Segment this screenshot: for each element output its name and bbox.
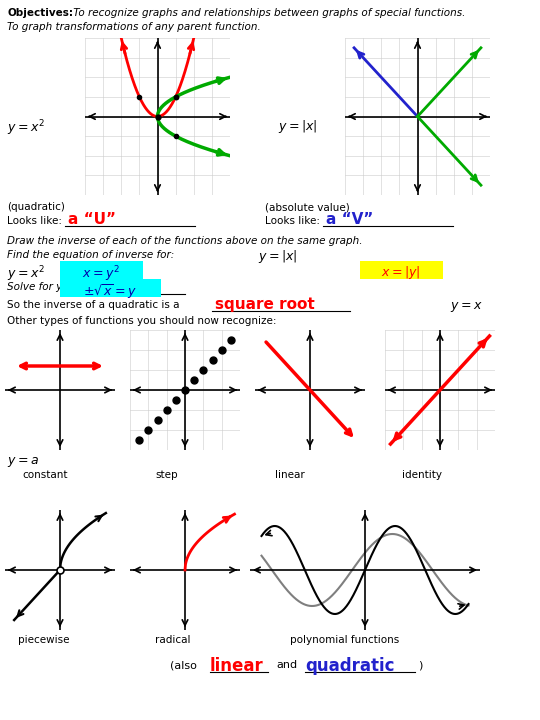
Text: and: and: [276, 660, 297, 670]
Text: $\pm\sqrt{x} = y$: $\pm\sqrt{x} = y$: [83, 282, 137, 301]
Text: a “U”: a “U”: [68, 212, 116, 227]
Text: $x = y^2$: $x = y^2$: [82, 264, 120, 284]
Text: $x = |y|$: $x = |y|$: [381, 264, 421, 281]
Text: quadratic: quadratic: [305, 657, 395, 675]
FancyBboxPatch shape: [59, 261, 143, 279]
Text: linear: linear: [210, 657, 264, 675]
Text: a “V”: a “V”: [326, 212, 373, 227]
Text: (absolute value): (absolute value): [265, 202, 350, 212]
Text: Other types of functions you should now recognize:: Other types of functions you should now …: [7, 316, 276, 326]
Text: constant: constant: [22, 470, 68, 480]
Text: polynomial functions: polynomial functions: [290, 635, 399, 645]
FancyBboxPatch shape: [59, 279, 160, 297]
Text: Looks like:: Looks like:: [7, 216, 62, 226]
Text: $y = x$: $y = x$: [450, 300, 483, 314]
Text: identity: identity: [402, 470, 442, 480]
Text: linear: linear: [275, 470, 305, 480]
Text: ): ): [418, 660, 422, 670]
Text: $y = x^2$: $y = x^2$: [7, 118, 45, 138]
Text: (also: (also: [170, 660, 197, 670]
Text: To graph transformations of any parent function.: To graph transformations of any parent f…: [7, 22, 261, 32]
Text: Solve for y:: Solve for y:: [7, 282, 66, 292]
Text: step: step: [155, 470, 178, 480]
Text: (quadratic): (quadratic): [7, 202, 65, 212]
Text: $y = a$: $y = a$: [7, 455, 39, 469]
FancyBboxPatch shape: [360, 261, 442, 279]
Text: radical: radical: [155, 635, 191, 645]
Text: Find the equation of inverse for:: Find the equation of inverse for:: [7, 250, 174, 260]
Text: Draw the inverse of each of the functions above on the same graph.: Draw the inverse of each of the function…: [7, 236, 362, 246]
Text: To recognize graphs and relationships between graphs of special functions.: To recognize graphs and relationships be…: [70, 8, 465, 18]
Text: Objectives:: Objectives:: [7, 8, 73, 18]
Text: piecewise: piecewise: [18, 635, 70, 645]
Text: Looks like:: Looks like:: [265, 216, 320, 226]
Text: $y = x^2$: $y = x^2$: [7, 264, 45, 284]
Text: So the inverse of a quadratic is a: So the inverse of a quadratic is a: [7, 300, 179, 310]
Text: $y = |x|$: $y = |x|$: [258, 248, 298, 265]
Text: $y = |x|$: $y = |x|$: [278, 118, 318, 135]
Text: square root: square root: [215, 297, 315, 312]
